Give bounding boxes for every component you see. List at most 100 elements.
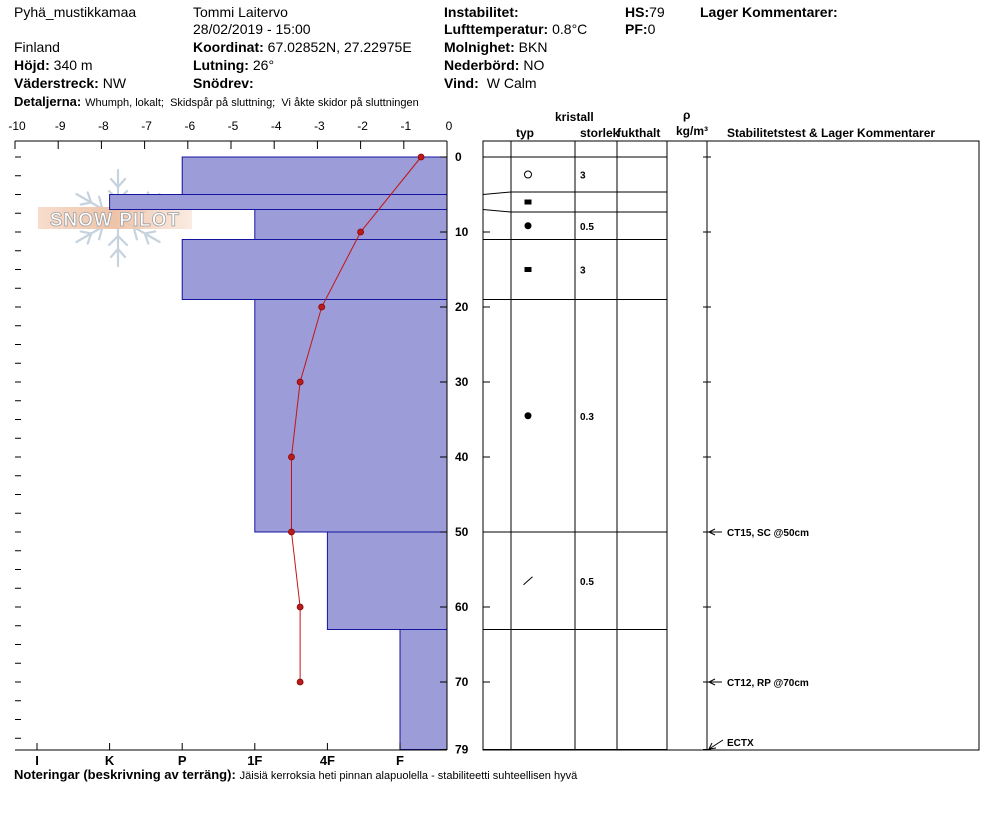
hs-label: HS: — [625, 4, 650, 20]
depth-tick-label: 50 — [455, 525, 469, 539]
stability-arrow-shaft — [708, 739, 724, 750]
moisture-header: fukthalt — [617, 126, 660, 140]
precipitation-value: NO — [523, 57, 545, 73]
temperature-tick-label: -5 — [228, 119, 239, 133]
depth-tick-label: 79 — [455, 743, 469, 757]
size-header: storlek — [580, 126, 620, 140]
temperature-tick-label: -8 — [98, 119, 109, 133]
strata-panel: 3 0.5 3 0.3 0.5 — [482, 140, 980, 751]
temperature-tick-label: -1 — [400, 119, 411, 133]
instability-label: Instabilitet: — [444, 4, 519, 20]
hardness-bars — [109, 156, 448, 750]
air-temperature-label: Lufttemperatur: — [444, 21, 549, 37]
layer-comments-label: Lager Kommentarer: — [700, 4, 838, 20]
coordinates-label: Koordinat: — [193, 39, 264, 55]
depth-tick-label: 30 — [455, 375, 469, 389]
notes-value: Jäisiä kerroksia heti pinnan alapuolella… — [239, 770, 578, 782]
coordinates-field: Koordinat: 67.02852N, 27.22975E — [193, 39, 412, 55]
temperature-point — [296, 678, 304, 686]
open-circle-icon — [524, 170, 532, 179]
graph-axes: -10 -9 -8 -7 -6 -5 -4 -3 -2 -1 001020304050607079I… — [8, 119, 711, 768]
depth-tick-label: 70 — [455, 675, 469, 689]
hs-value: 79 — [649, 4, 665, 20]
stability-arrow-head — [707, 528, 716, 536]
hardness-bar — [399, 629, 448, 750]
details-field: Detaljerna: Whumph, lokalt; Skidspår på … — [14, 93, 419, 111]
hs-field: HS:79 — [625, 4, 665, 20]
filled-circle-icon — [524, 412, 532, 420]
logo-band — [38, 207, 192, 229]
aspect-label: Väderstreck: — [14, 75, 99, 91]
hardness-tick-label: F — [396, 753, 404, 768]
strata-frame — [482, 140, 980, 751]
hardness-tick-label: I — [35, 753, 39, 768]
wind-label: Vind: — [444, 75, 479, 91]
temperature-point — [296, 378, 304, 386]
hardness-tick-label: K — [105, 753, 115, 768]
hardness-bar — [109, 194, 448, 210]
type-header: typ — [516, 126, 534, 140]
filled-square-icon — [524, 199, 532, 205]
sky-field: Molnighet: BKN — [444, 39, 547, 55]
coordinates-value: 67.02852N, 27.22975E — [267, 39, 412, 55]
hardness-bar — [181, 156, 448, 195]
stability-arrow-head — [708, 742, 717, 750]
temperature-tick-label: -6 — [184, 119, 195, 133]
temperature-tick-label: -3 — [314, 119, 325, 133]
grain-size-label: 0.5 — [580, 222, 594, 233]
stability-tests: CT15, SC @50cm CT12, RP @70cm ECTX — [707, 528, 809, 750]
temperature-line — [290, 156, 422, 682]
hardness-bar — [254, 209, 448, 240]
air-temperature-value: 0.8°C — [552, 21, 588, 37]
depth-tick-label: 60 — [455, 600, 469, 614]
pf-field: PF:0 — [625, 21, 655, 37]
hardness-bar — [254, 299, 448, 533]
grain-size-label: 0.3 — [580, 412, 594, 423]
stability-test-label: CT12, RP @70cm — [727, 678, 809, 689]
observation-datetime: 28/02/2019 - 15:00 — [193, 21, 311, 37]
pit-location: Pyhä_mustikkamaa — [14, 4, 137, 20]
stability-arrow — [707, 528, 722, 536]
details-value: Whumph, lokalt; Skidspår på sluttning; V… — [85, 97, 419, 109]
observer-name: Tommi Laitervo — [193, 4, 288, 20]
aspect-field: Väderstreck: NW — [14, 75, 126, 91]
temperature-point — [296, 603, 304, 611]
elevation-field: Höjd: 340 m — [14, 57, 93, 73]
temperature-point — [417, 153, 425, 161]
temperature-tick-label: -7 — [141, 119, 152, 133]
pf-value: 0 — [647, 21, 656, 37]
depth-tick-label: 20 — [455, 300, 469, 314]
stability-test-label: ECTX — [727, 738, 754, 749]
wind-loading-label: Snödrev: — [193, 75, 254, 91]
hardness-tick-label: P — [178, 753, 187, 768]
temperature-point — [288, 528, 295, 536]
country: Finland — [14, 39, 60, 55]
wind-value: W Calm — [486, 75, 537, 91]
layer-connector — [482, 191, 512, 195]
elevation-value: 340 m — [53, 57, 93, 73]
wind-field: Vind: W Calm — [444, 75, 537, 91]
density-unit-header: kg/m³ — [676, 124, 708, 138]
stability-arrow — [708, 739, 724, 750]
snowpilot-logo: SNOW PILOT — [38, 168, 192, 268]
details-label: Detaljerna: — [14, 94, 82, 109]
density-symbol-header: ρ — [683, 108, 690, 122]
air-temperature-field: Lufttemperatur: 0.8°C — [444, 21, 587, 37]
temperature-tick-label: 0 — [446, 119, 453, 133]
precipitation-field: Nederbörd: NO — [444, 57, 544, 73]
temperature-tick-label: -2 — [357, 119, 368, 133]
grain-size-label: 0.5 — [580, 577, 594, 588]
hardness-bar — [181, 239, 448, 300]
aspect-value: NW — [102, 75, 127, 91]
filled-square-icon — [524, 267, 532, 272]
pf-label: PF: — [625, 21, 648, 37]
stability-test-label: CT15, SC @50cm — [727, 528, 809, 539]
temperature-point — [318, 303, 326, 311]
precipitation-label: Nederbörd: — [444, 57, 520, 73]
logo-text: SNOW PILOT — [50, 210, 180, 231]
instability-field: Instabilitet: — [444, 4, 519, 20]
slope-value: 26° — [252, 57, 275, 73]
slope-field: Lutning: 26° — [193, 57, 274, 73]
depth-tick-label: 0 — [455, 150, 462, 164]
